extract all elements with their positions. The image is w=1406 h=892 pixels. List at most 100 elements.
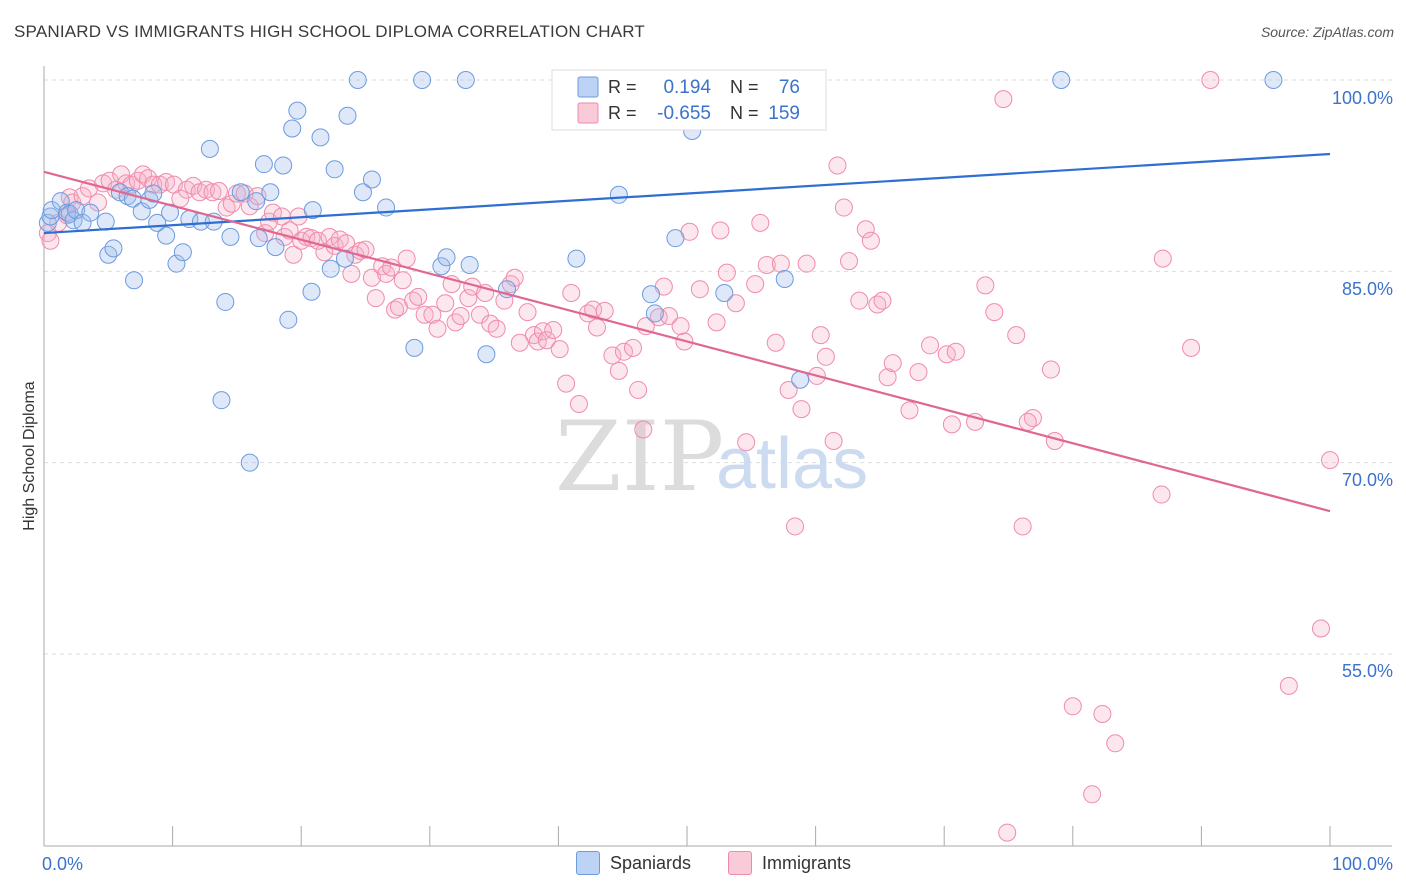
- spaniards-trend-line: [43, 152, 1331, 235]
- spaniards-point: [125, 271, 144, 290]
- immigrants-swatch: [728, 851, 752, 875]
- spaniards-point: [266, 238, 285, 257]
- immigrants-point: [428, 319, 447, 338]
- immigrants-point: [89, 193, 108, 212]
- immigrants-point: [487, 319, 506, 338]
- immigrants-point: [942, 415, 961, 434]
- spaniards-point: [321, 259, 340, 278]
- immigrants-point: [850, 291, 869, 310]
- spaniards-point: [41, 207, 60, 226]
- spaniards-point: [283, 119, 302, 138]
- immigrants-point: [609, 361, 628, 380]
- immigrants-point: [342, 264, 361, 283]
- gridlines: [44, 79, 1392, 655]
- legend-n-label: N =: [730, 103, 759, 123]
- immigrants-point: [792, 400, 811, 419]
- chart-title: SPANIARD VS IMMIGRANTS HIGH SCHOOL DIPLO…: [14, 22, 646, 41]
- immigrants-point: [562, 284, 581, 303]
- immigrants-point: [451, 306, 470, 325]
- immigrants-point: [629, 380, 648, 399]
- spaniards-point: [437, 248, 456, 267]
- immigrants-point: [856, 220, 875, 239]
- immigrants-point: [569, 394, 588, 413]
- immigrants-point: [518, 303, 537, 322]
- immigrants-point: [797, 254, 816, 273]
- legend-r-label: R =: [608, 103, 637, 123]
- spaniards-point: [362, 170, 381, 189]
- immigrants-point: [528, 332, 547, 351]
- spaniards-point: [338, 106, 357, 125]
- axes: [43, 66, 1392, 847]
- immigrants-point: [356, 240, 375, 259]
- spaniards-point: [261, 183, 280, 202]
- immigrants-point: [203, 183, 222, 202]
- immigrants-point: [557, 374, 576, 393]
- immigrants-point: [726, 294, 745, 313]
- immigrants-point: [263, 203, 282, 222]
- spaniards-point: [1052, 71, 1071, 89]
- legend-n-label: N =: [730, 77, 759, 97]
- spaniards-point: [641, 285, 660, 304]
- spaniards-point: [240, 453, 259, 472]
- immigrants-point: [1279, 676, 1298, 695]
- legend-item-spaniards[interactable]: Spaniards: [576, 851, 691, 875]
- immigrants-point: [828, 156, 847, 175]
- immigrants-point: [985, 303, 1004, 322]
- spaniards-point: [413, 71, 432, 89]
- legend-r-value: 0.194: [663, 77, 711, 98]
- legend-item-immigrants[interactable]: Immigrants: [728, 851, 851, 875]
- spaniards-point: [348, 71, 367, 89]
- spaniards-point: [567, 249, 586, 268]
- immigrants-point: [366, 289, 385, 308]
- spaniards-point: [325, 160, 344, 179]
- immigrants-point: [510, 333, 529, 352]
- spaniards-point: [477, 345, 496, 364]
- immigrants-point: [1152, 485, 1171, 504]
- y-tick-label: 100.0%: [1332, 88, 1393, 108]
- immigrants-point: [436, 294, 455, 313]
- immigrants-point: [320, 227, 339, 246]
- immigrants-point: [603, 346, 622, 365]
- immigrants-point: [415, 305, 434, 324]
- immigrants-point: [587, 318, 606, 337]
- immigrants-point: [717, 263, 736, 282]
- spaniards-point: [173, 243, 192, 262]
- spaniards-point: [216, 292, 235, 311]
- legend-r-label: R =: [608, 77, 637, 97]
- immigrants-point: [595, 301, 614, 320]
- spaniards-point: [1264, 71, 1283, 89]
- immigrants-trend-line: [43, 170, 1331, 513]
- immigrants-point: [1321, 451, 1339, 470]
- spaniards-point: [81, 203, 100, 222]
- immigrants-point: [41, 231, 60, 250]
- immigrants-point: [459, 289, 478, 308]
- spaniards-point: [302, 282, 321, 301]
- spaniards-point: [279, 310, 298, 329]
- immigrants-point: [409, 287, 428, 306]
- immigrants-point: [811, 326, 830, 345]
- spaniards-point: [167, 254, 186, 273]
- immigrants-point: [1041, 360, 1060, 379]
- immigrants-point: [751, 213, 770, 232]
- legend-swatch-blue: [577, 76, 599, 98]
- immigrants-point: [883, 354, 902, 373]
- spaniards-point: [456, 71, 475, 89]
- immigrants-point: [998, 823, 1017, 842]
- immigrants-point: [746, 275, 765, 294]
- immigrants-point: [537, 331, 556, 350]
- immigrants-point: [470, 305, 489, 324]
- spaniards-point: [144, 184, 163, 203]
- immigrants-point: [771, 254, 790, 273]
- immigrants-point: [1007, 326, 1026, 345]
- immigrants-point: [737, 433, 756, 452]
- spaniards-point: [231, 183, 250, 202]
- immigrants-point: [1013, 517, 1032, 536]
- legend-swatch-pink: [577, 102, 599, 124]
- spaniards-point: [460, 255, 479, 274]
- immigrants-point: [900, 401, 919, 420]
- spaniards-point: [254, 155, 273, 174]
- immigrants-point: [423, 305, 442, 324]
- spaniards-point: [200, 139, 219, 158]
- spaniards-point: [274, 156, 293, 175]
- immigrants-point: [690, 280, 709, 299]
